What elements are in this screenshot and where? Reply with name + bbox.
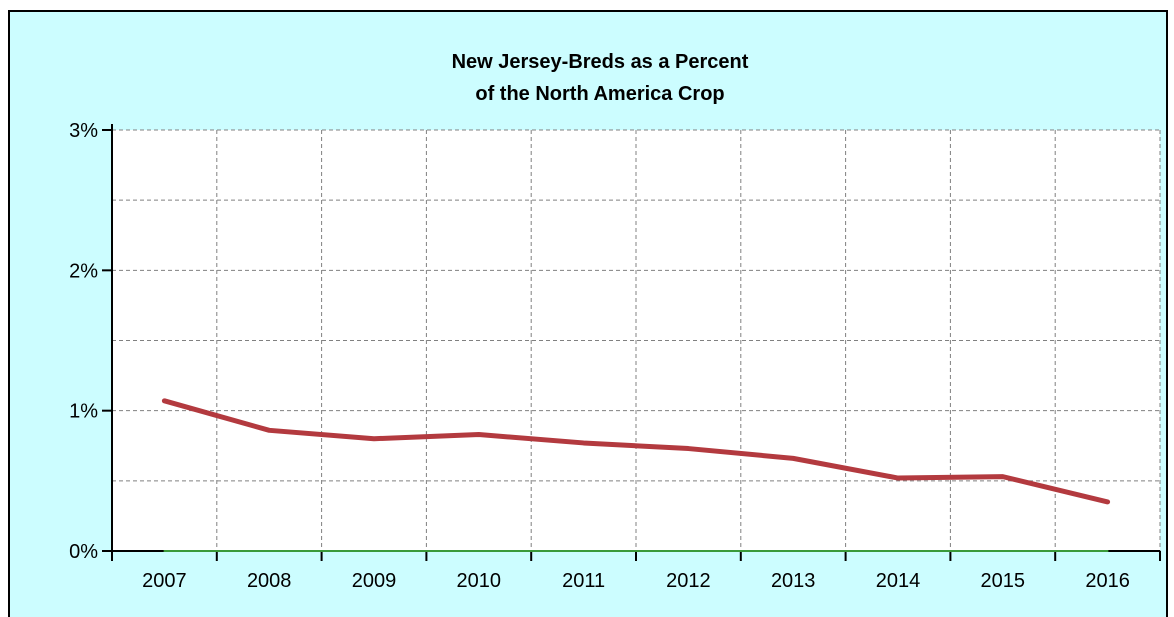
x-tick-labels: 2007 2008 2009 2010 2011 2012 2013 2014 2015 2016 <box>142 570 1130 592</box>
y-tick-label: 3% <box>69 120 98 142</box>
grid-lines <box>112 129 1161 551</box>
x-tick-label: 2016 <box>1085 570 1130 592</box>
series-line-main <box>161 398 1111 505</box>
y-tick-label: 2% <box>69 260 98 282</box>
chart-frame: New Jersey-Breds as a Percent of the Nor… <box>8 10 1168 617</box>
x-tick-label: 2007 <box>142 570 187 592</box>
series-lines <box>161 398 1111 552</box>
x-tick-label: 2008 <box>247 570 292 592</box>
x-tick-label: 2012 <box>666 570 711 592</box>
x-tick-label: 2010 <box>457 570 502 592</box>
chart-title-line-2: of the North America Crop <box>475 83 724 105</box>
x-tick-label: 2015 <box>981 570 1026 592</box>
x-tick-label: 2014 <box>876 570 921 592</box>
x-tick-label: 2009 <box>352 570 397 592</box>
y-tick-label: 1% <box>69 401 98 423</box>
x-tick-label: 2011 <box>562 570 605 592</box>
chart-title-line-1: New Jersey-Breds as a Percent <box>452 51 749 73</box>
x-tick-label: 2013 <box>771 570 816 592</box>
line-chart: New Jersey-Breds as a Percent of the Nor… <box>10 12 1166 617</box>
y-tick-labels: 0% 1% 2% 3% <box>69 120 98 563</box>
y-tick-label: 0% <box>69 541 98 563</box>
